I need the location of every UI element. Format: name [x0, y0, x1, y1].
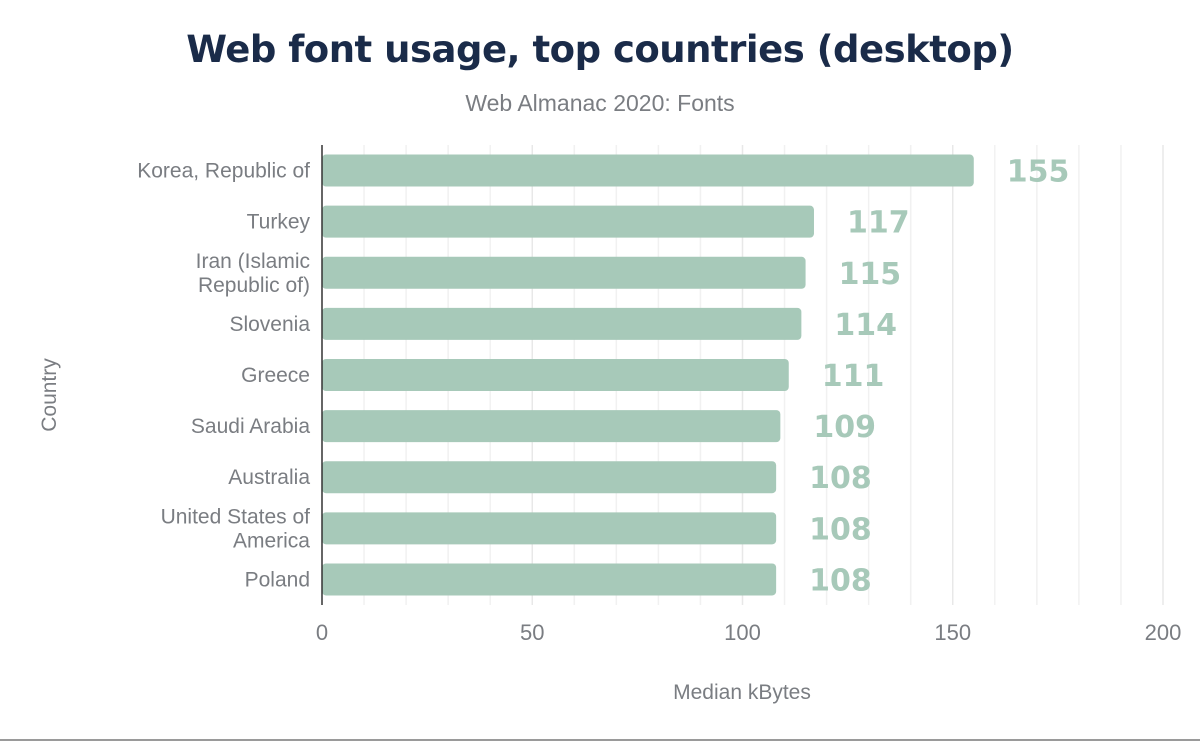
data-label: 108 [809, 512, 872, 547]
category-label: Slovenia [229, 313, 310, 336]
category-label: Poland [245, 568, 310, 591]
category-label: Saudi Arabia [191, 415, 310, 438]
bar [322, 205, 814, 238]
bar [322, 512, 777, 545]
x-tick-label: 200 [1145, 620, 1182, 645]
category-label: Iran (Islamic Republic of) [196, 250, 310, 297]
chart-title: Web font usage, top countries (desktop) [186, 28, 1014, 71]
data-label: 117 [847, 206, 910, 241]
bar [322, 461, 777, 494]
x-tick-label: 0 [316, 620, 328, 645]
category-label: Turkey [247, 211, 311, 234]
data-label: 108 [809, 461, 872, 496]
bottom-divider [0, 739, 1200, 741]
data-label: 155 [1007, 155, 1070, 190]
category-label: Greece [241, 364, 310, 387]
y-axis-title: Country [38, 358, 61, 432]
data-label: 111 [822, 359, 885, 394]
category-label: United States of America [161, 505, 311, 552]
bar [322, 410, 781, 443]
bar [322, 563, 777, 596]
chart-subtitle: Web Almanac 2020: Fonts [465, 90, 735, 116]
category-label: Korea, Republic of [137, 160, 310, 183]
bar [322, 359, 789, 391]
x-tick-label: 150 [934, 620, 971, 645]
bar [322, 256, 806, 289]
x-tick-label: 100 [724, 620, 761, 645]
x-axis-title: Median kBytes [673, 681, 811, 704]
bar [322, 307, 802, 340]
bar [322, 154, 974, 187]
category-label: Australia [228, 466, 310, 489]
data-label: 109 [813, 410, 876, 445]
data-label: 115 [839, 257, 902, 292]
x-tick-label: 50 [520, 620, 544, 645]
data-label: 114 [834, 308, 897, 343]
data-label: 108 [809, 563, 872, 598]
